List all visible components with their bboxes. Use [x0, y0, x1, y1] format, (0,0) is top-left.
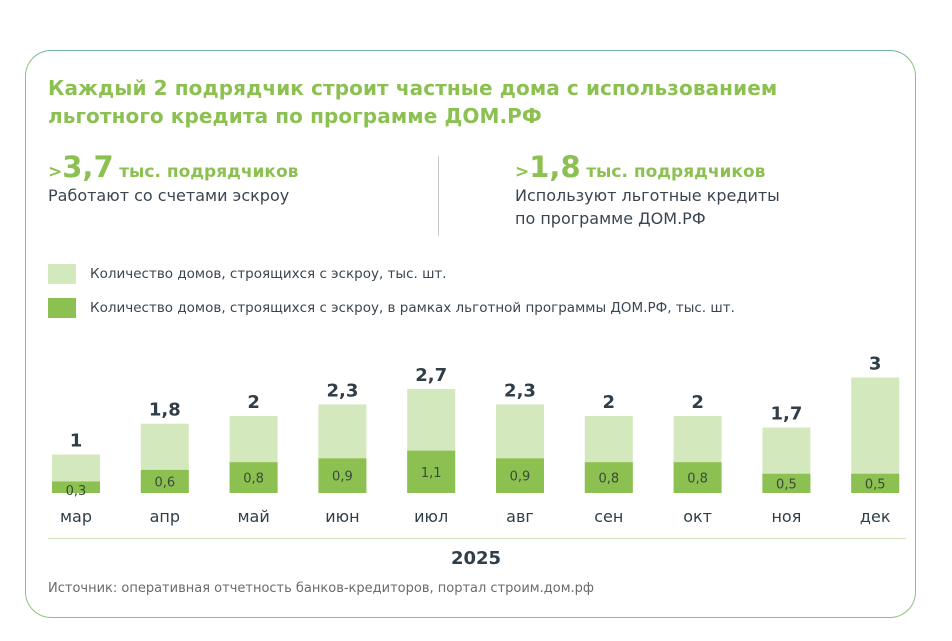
bar-preferential-label: 0,8	[243, 472, 264, 487]
legend-label: Количество домов, строящихся с эскроу, в…	[90, 300, 735, 316]
x-tick-label: апр	[150, 507, 180, 526]
x-tick-label: май	[237, 507, 269, 526]
stat-description: Работают со счетами эскроу	[48, 186, 290, 205]
stat-unit: тыс. подрядчиков	[586, 162, 766, 182]
bar-preferential	[673, 462, 722, 493]
bar-preferential	[140, 469, 189, 493]
stat-description-line-1: Используют льготные кредиты	[515, 186, 780, 205]
card-frame	[25, 50, 916, 618]
legend-swatch-light	[48, 264, 76, 284]
bar-preferential	[52, 481, 100, 493]
bar-preferential-label: 0,9	[510, 470, 531, 485]
legend-label: Количество домов, строящихся с эскроу, т…	[90, 266, 447, 282]
legend-item-escrow: Количество домов, строящихся с эскроу, т…	[48, 264, 447, 284]
x-tick-label: окт	[683, 507, 712, 526]
bar-preferential-label: 0,8	[598, 472, 619, 487]
bar-total-label: 2	[691, 392, 704, 413]
bar-preferential	[229, 462, 278, 493]
bar-preferential-label: 1,1	[421, 466, 442, 481]
stat-preferential-contractors: >1,8 тыс. подрядчиков Используют льготны…	[515, 150, 780, 230]
bar-chart: 1 0,3 мар 1,8 0,6 апр 2 0,8 май 2,3 0,9 июн 2,7 1,1 ию…	[52, 354, 900, 526]
bar-total-label: 1,8	[149, 400, 181, 421]
x-axis-title: 2025	[450, 548, 502, 569]
stat-value: 3,7	[62, 150, 114, 184]
bar-total-label: 3	[869, 354, 882, 375]
legend-item-preferential: Количество домов, строящихся с эскроу, в…	[48, 298, 735, 318]
x-tick-label: сен	[594, 507, 623, 526]
bar-total-label: 2	[603, 392, 616, 413]
x-tick-label: июл	[414, 507, 448, 526]
stat-escrow-contractors: >3,7 тыс. подрядчиков Работают со счетам…	[48, 150, 298, 207]
x-tick-label: авг	[506, 507, 534, 526]
bar-total-label: 2	[247, 392, 260, 413]
bar-total-label: 1	[70, 431, 83, 452]
stats-divider	[438, 156, 439, 236]
bar-preferential-label: 0,5	[776, 477, 797, 492]
bar-preferential	[851, 473, 900, 493]
bar-preferential	[762, 473, 811, 493]
bar-total-label: 2,3	[504, 380, 536, 401]
legend-swatch-dark	[48, 298, 76, 318]
x-tick-label: дек	[860, 507, 891, 526]
bar-preferential-label: 0,9	[332, 470, 353, 485]
bar-preferential-label: 0,3	[66, 484, 87, 499]
bar-preferential	[318, 458, 367, 493]
bar-total-label: 2,3	[326, 380, 358, 401]
stat-description-line-2: по программе ДОМ.РФ	[515, 209, 706, 228]
bar-preferential-label: 0,6	[154, 475, 175, 490]
stat-prefix: >	[515, 162, 530, 182]
x-tick-label: мар	[60, 507, 92, 526]
bar-preferential	[496, 458, 544, 493]
source-note: Источник: оперативная отчетность банков-…	[48, 581, 594, 596]
bar-preferential-label: 0,8	[687, 472, 708, 487]
stat-value: 1,8	[529, 150, 581, 184]
x-tick-label: ноя	[771, 507, 801, 526]
bar-preferential	[584, 462, 633, 493]
chart-title: Каждый 2 подрядчик строит частные дома с…	[48, 76, 778, 128]
x-axis-line	[48, 538, 906, 539]
x-tick-label: июн	[325, 507, 359, 526]
bar-total-label: 1,7	[770, 404, 802, 425]
stat-unit: тыс. подрядчиков	[119, 162, 299, 182]
bar-preferential	[407, 450, 456, 493]
bar-total-label: 2,7	[415, 365, 447, 386]
stat-prefix: >	[48, 162, 63, 182]
bar-preferential-label: 0,5	[865, 477, 886, 492]
